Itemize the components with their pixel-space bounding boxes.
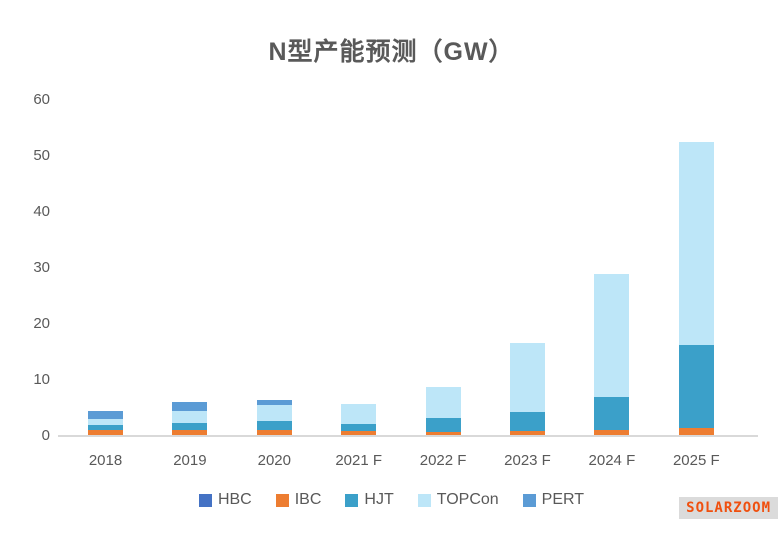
bar-segment-hjt-2022F [425, 417, 461, 433]
bar-segment-topcon-2021F [341, 403, 377, 424]
bar-segment-ibc-2025F [678, 427, 714, 436]
x-axis-line [58, 435, 758, 437]
y-axis-tick-label: 60 [33, 91, 50, 108]
x-axis-tick-label: 2023 F [504, 452, 551, 469]
legend-label-ibc: IBC [294, 491, 322, 508]
chart-title: N型产能预测（GW） [268, 38, 515, 66]
y-axis-tick-label: 0 [41, 427, 50, 444]
x-axis-tick-label: 2020 [257, 452, 291, 469]
legend-label-topcon: TOPCon [436, 491, 499, 508]
bar-segment-pert-2019 [172, 402, 208, 411]
bar-segment-hjt-2021F [341, 423, 377, 431]
legend-item-hbc: HBC [198, 491, 252, 509]
bar-segment-hjt-2019 [172, 423, 208, 431]
legend-swatch-hjt [345, 493, 359, 507]
legend-item-topcon: TOPCon [417, 491, 499, 509]
y-axis-tick-label: 50 [33, 147, 50, 164]
bar-segment-ibc-2022F [425, 432, 461, 436]
legend-item-hjt: HJT [345, 491, 394, 509]
legend-swatch-ibc [275, 493, 289, 507]
bar-segment-topcon-2023F [510, 343, 545, 412]
bar-segment-hjt-2023F [510, 411, 545, 431]
bar-segment-ibc-2018 [88, 430, 123, 436]
y-axis-tick-label: 30 [33, 259, 50, 276]
bar-segment-topcon-2019 [172, 410, 208, 424]
legend-item-pert: PERT [522, 491, 585, 509]
chart-legend: HBC IBC HJT TOPCon PERT [0, 491, 783, 509]
legend-label-hjt: HJT [364, 491, 394, 508]
x-axis-tick-label: 2018 [88, 452, 123, 469]
bar-segment-hjt-2024F [594, 397, 630, 430]
x-axis-tick-label: 2024 F [588, 452, 636, 469]
bar-segment-ibc-2023F [510, 430, 545, 436]
legend-swatch-hbc [198, 493, 212, 507]
bar-segment-hjt-2020 [256, 420, 292, 430]
legend-swatch-pert [522, 493, 536, 507]
y-axis-tick-label: 10 [33, 371, 50, 388]
bar-segment-pert-2020 [256, 399, 292, 406]
y-axis-tick-label: 20 [33, 315, 50, 332]
bar-segment-ibc-2021F [341, 430, 377, 436]
bar-segment-hjt-2025F [678, 344, 714, 428]
solarzoom-watermark: SOLARZOOM [679, 497, 778, 519]
bar-segment-pert-2018 [88, 410, 123, 420]
legend-label-pert: PERT [541, 491, 585, 508]
bar-segment-topcon-2024F [594, 273, 630, 398]
x-axis-tick-label: 2025 F [672, 452, 720, 469]
legend-item-ibc: IBC [275, 491, 322, 509]
x-axis-tick-label: 2019 [173, 452, 207, 469]
x-axis-tick-label: 2021 F [335, 452, 383, 469]
bar-segment-ibc-2020 [256, 429, 292, 436]
legend-swatch-topcon [417, 493, 431, 507]
y-axis-tick-label: 40 [33, 203, 50, 220]
bar-segment-topcon-2022F [425, 386, 461, 418]
bar-segment-ibc-2019 [172, 430, 208, 436]
bar-segment-topcon-2018 [88, 419, 123, 425]
bar-segment-topcon-2025F [678, 142, 714, 345]
bar-segment-hjt-2018 [88, 424, 123, 431]
bar-segment-ibc-2024F [594, 429, 630, 436]
bar-segment-topcon-2020 [256, 405, 292, 421]
legend-label-hbc: HBC [217, 491, 252, 508]
x-axis-tick-label: 2022 F [419, 452, 467, 469]
